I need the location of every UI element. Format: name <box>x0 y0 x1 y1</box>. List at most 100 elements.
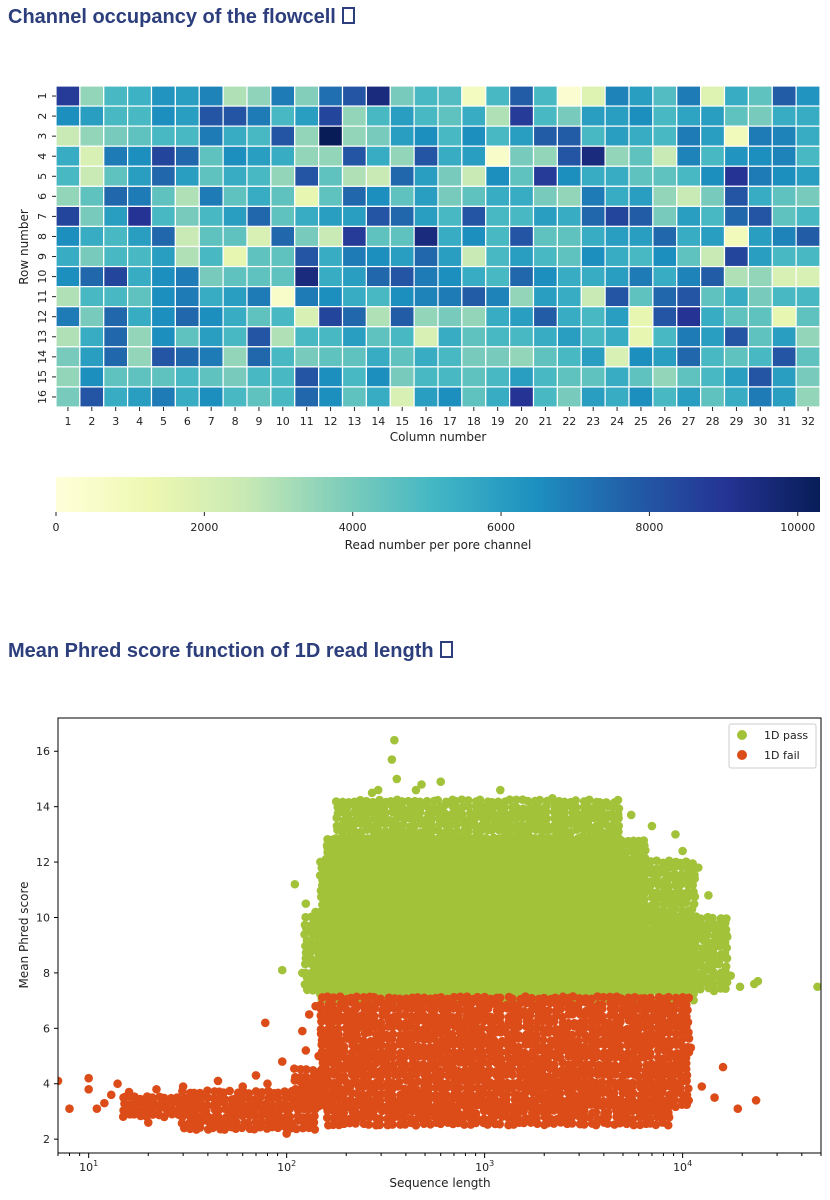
data-point <box>515 894 525 903</box>
data-point <box>364 943 373 952</box>
data-point <box>417 989 427 999</box>
data-point <box>557 836 567 845</box>
data-point <box>411 853 421 863</box>
heatmap-cell <box>246 366 272 388</box>
data-point <box>358 923 368 932</box>
data-point <box>539 865 548 874</box>
data-point <box>519 917 529 927</box>
data-point <box>426 893 436 903</box>
data-point <box>549 833 558 842</box>
data-point <box>587 954 596 963</box>
data-point <box>354 986 363 996</box>
data-point <box>401 929 411 938</box>
data-point <box>538 914 548 923</box>
anchor-link-icon[interactable] <box>439 641 453 658</box>
data-point <box>340 937 350 946</box>
data-point <box>388 807 397 817</box>
data-point <box>376 887 386 897</box>
data-point <box>556 856 565 865</box>
data-point <box>491 917 501 927</box>
data-point <box>527 904 537 913</box>
data-point <box>368 882 377 891</box>
data-point <box>545 858 554 867</box>
data-point <box>581 995 590 1005</box>
data-point <box>387 826 397 836</box>
data-point <box>593 942 603 952</box>
data-point <box>434 922 443 932</box>
data-point <box>617 862 626 872</box>
data-point <box>598 808 607 818</box>
data-point <box>442 906 451 915</box>
heatmap-cell <box>79 366 105 388</box>
data-point <box>623 992 633 1002</box>
heatmap-cell <box>580 366 606 388</box>
data-point <box>497 925 507 935</box>
data-point <box>474 887 484 897</box>
data-point <box>461 978 471 988</box>
data-point <box>490 930 499 940</box>
data-point <box>491 925 501 934</box>
data-point <box>589 893 599 903</box>
data-point <box>441 813 450 823</box>
data-point <box>557 871 567 880</box>
data-point <box>590 839 600 849</box>
data-point <box>599 980 609 990</box>
data-point <box>550 922 559 931</box>
data-point <box>568 906 577 915</box>
data-point <box>578 814 588 824</box>
data-point <box>400 918 409 927</box>
data-point <box>477 948 486 957</box>
data-point <box>335 906 344 916</box>
data-point <box>480 922 490 932</box>
data-point <box>441 858 451 868</box>
data-point <box>629 876 638 886</box>
heatmap-cell <box>700 306 726 328</box>
data-point <box>466 906 476 916</box>
data-point <box>579 964 589 973</box>
data-point <box>569 886 579 896</box>
data-point <box>593 889 603 898</box>
data-point <box>623 902 633 911</box>
heatmap-cell <box>103 306 129 328</box>
data-point <box>551 857 560 866</box>
data-point <box>337 971 346 980</box>
data-point <box>551 893 560 903</box>
data-point <box>563 979 573 989</box>
data-point <box>585 961 595 970</box>
data-point <box>611 854 620 863</box>
data-point <box>566 922 575 931</box>
data-point <box>426 875 435 884</box>
data-point <box>364 900 373 909</box>
data-point <box>456 959 465 969</box>
data-point <box>539 908 549 917</box>
data-point <box>475 953 485 963</box>
data-point <box>531 949 541 959</box>
data-point <box>454 865 463 874</box>
data-point <box>480 953 490 963</box>
data-point <box>389 972 398 981</box>
heatmap-cell <box>294 145 320 167</box>
data-point <box>585 982 594 991</box>
data-point <box>389 986 398 996</box>
data-point <box>332 929 341 939</box>
data-point <box>594 872 603 882</box>
data-point <box>611 937 621 946</box>
data-point <box>575 944 585 954</box>
data-point <box>327 980 337 990</box>
data-point <box>567 959 576 969</box>
data-point <box>609 839 618 849</box>
data-point <box>556 827 565 837</box>
data-point <box>482 837 491 847</box>
data-point <box>337 977 347 987</box>
data-point <box>628 868 637 877</box>
data-point <box>480 937 489 946</box>
data-point <box>515 834 524 843</box>
data-point <box>361 838 371 847</box>
data-point <box>435 876 445 885</box>
data-point <box>598 853 607 862</box>
data-point <box>501 986 510 996</box>
data-point <box>424 947 433 957</box>
data-point <box>479 918 488 928</box>
data-point <box>550 967 560 977</box>
data-point <box>341 907 351 917</box>
